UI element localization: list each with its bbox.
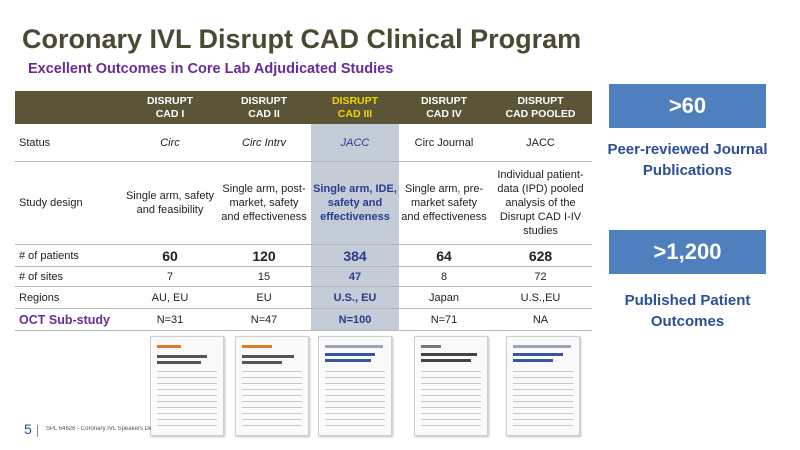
table-cell: N=100 [311, 308, 399, 331]
row-label: Regions [15, 286, 123, 309]
table-cell: Circ [123, 124, 217, 162]
table-cell: 7 [123, 266, 217, 287]
header-cad-iii: DISRUPT CAD III [311, 91, 399, 124]
table-cell: 8 [399, 266, 489, 287]
header-cad-ii: DISRUPT CAD II [217, 91, 311, 124]
table-cell: Circ Intrv [217, 124, 311, 162]
footer-divider [37, 425, 38, 437]
header-corner [15, 91, 123, 124]
table-cell: U.S., EU [311, 286, 399, 309]
table-cell: AU, EU [123, 286, 217, 309]
table-row-regions: Regions AU, EU EU U.S., EU Japan U.S.,EU [15, 286, 592, 309]
row-label: # of patients [15, 244, 123, 267]
stat-publications-box: >60 [609, 84, 766, 128]
table-cell: Japan [399, 286, 489, 309]
table-row-oct: OCT Sub-study N=31 N=47 N=100 N=71 NA [15, 308, 592, 331]
slide-subtitle: Excellent Outcomes in Core Lab Adjudicat… [28, 61, 394, 77]
table-cell: EU [217, 286, 311, 309]
table-cell: Individual patient-data (IPD) pooled ana… [489, 161, 592, 245]
row-label: # of sites [15, 266, 123, 287]
table-header-row: DISRUPT CAD I DISRUPT CAD II DISRUPT CAD II… [15, 91, 592, 124]
table-cell: Single arm, post-market, safety and effe… [217, 161, 311, 245]
table-cell: 15 [217, 266, 311, 287]
table-row-patients: # of patients 60 120 384 64 628 [15, 244, 592, 267]
slide-number: 5 [24, 421, 32, 437]
footer-text: SPL 64626 - Coronary IVL Speakers Deck [46, 426, 151, 432]
stat-patients-caption: Published Patient Outcomes [624, 292, 751, 330]
table-row-sites: # of sites 7 15 47 8 72 [15, 266, 592, 287]
table-cell: 120 [217, 244, 311, 267]
stat-patients-box: >1,200 [609, 230, 766, 274]
header-cad-pooled: DISRUPT CAD POOLED [489, 91, 592, 124]
table-cell: 384 [311, 244, 399, 267]
table-cell: N=71 [399, 308, 489, 331]
table-cell: Single arm, safety and feasibility [123, 161, 217, 245]
paper-thumbnail-cad-iv [414, 336, 488, 436]
table-cell: N=47 [217, 308, 311, 331]
table-row-design: Study design Single arm, safety and feas… [15, 161, 592, 245]
table-cell: 628 [489, 244, 592, 267]
table-row-status: Status Circ Circ Intrv JACC Circ Journal… [15, 124, 592, 162]
header-cad-i: DISRUPT CAD I [123, 91, 217, 124]
table-cell: 60 [123, 244, 217, 267]
table-cell: U.S.,EU [489, 286, 592, 309]
row-label: Status [15, 124, 123, 162]
table-cell: N=31 [123, 308, 217, 331]
table-cell: Single arm, IDE, safety and effectivenes… [311, 161, 399, 245]
table-cell: 64 [399, 244, 489, 267]
table-cell: 72 [489, 266, 592, 287]
paper-thumbnail-cad-pooled [506, 336, 580, 436]
slide-title: Coronary IVL Disrupt CAD Clinical Progra… [22, 24, 582, 54]
stat-publications-caption: Peer-reviewed Journal Publications [607, 141, 768, 179]
table-cell: Single arm, pre-market safety and effect… [399, 161, 489, 245]
header-cad-iv: DISRUPT CAD IV [399, 91, 489, 124]
row-label: OCT Sub-study [15, 308, 123, 331]
table-cell: NA [489, 308, 592, 331]
table-cell: JACC [489, 124, 592, 162]
table-cell: 47 [311, 266, 399, 287]
paper-thumbnail-cad-ii [235, 336, 309, 436]
paper-thumbnail-cad-i [150, 336, 224, 436]
table-cell: Circ Journal [399, 124, 489, 162]
table-cell: JACC [311, 124, 399, 162]
row-label: Study design [15, 161, 123, 245]
paper-thumbnail-cad-iii [318, 336, 392, 436]
comparison-table: DISRUPT CAD I DISRUPT CAD II DISRUPT CAD II… [15, 91, 592, 331]
